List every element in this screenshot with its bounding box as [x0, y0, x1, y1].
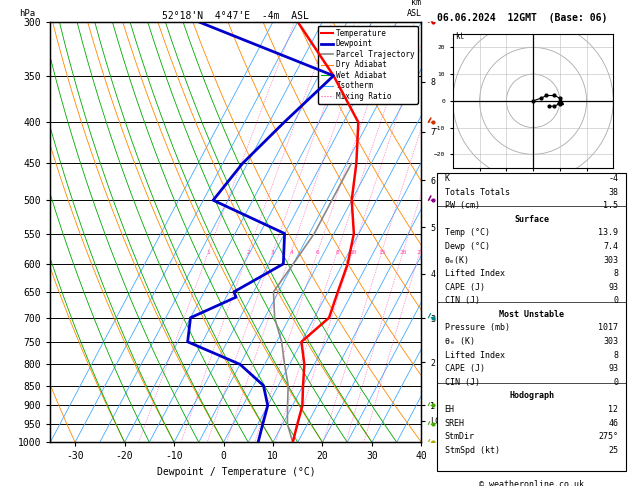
Text: 8: 8	[613, 350, 618, 360]
Text: CIN (J): CIN (J)	[445, 296, 480, 305]
Text: kt: kt	[455, 33, 465, 41]
Text: CAPE (J): CAPE (J)	[445, 283, 485, 292]
Text: 12: 12	[608, 405, 618, 414]
Text: Lifted Index: Lifted Index	[445, 350, 504, 360]
Text: © weatheronline.co.uk: © weatheronline.co.uk	[479, 480, 584, 486]
Text: hPa: hPa	[19, 9, 35, 17]
Text: CAPE (J): CAPE (J)	[445, 364, 485, 373]
Text: Hodograph: Hodograph	[509, 391, 554, 400]
Text: 7.4: 7.4	[603, 242, 618, 251]
Text: 1017: 1017	[598, 324, 618, 332]
Text: Pressure (mb): Pressure (mb)	[445, 324, 509, 332]
Text: 06.06.2024  12GMT  (Base: 06): 06.06.2024 12GMT (Base: 06)	[437, 13, 608, 23]
Text: EH: EH	[445, 405, 455, 414]
Text: 0: 0	[613, 296, 618, 305]
Text: 4: 4	[289, 249, 293, 255]
Text: 8: 8	[335, 249, 339, 255]
Text: θₑ(K): θₑ(K)	[445, 256, 470, 264]
Text: CIN (J): CIN (J)	[445, 378, 480, 387]
Text: Surface: Surface	[514, 215, 549, 224]
Text: 10: 10	[349, 249, 357, 255]
Text: StmDir: StmDir	[445, 432, 475, 441]
Text: Totals Totals: Totals Totals	[445, 188, 509, 197]
Text: Dewp (°C): Dewp (°C)	[445, 242, 490, 251]
Text: 6: 6	[316, 249, 320, 255]
Text: Most Unstable: Most Unstable	[499, 310, 564, 319]
Text: 13.9: 13.9	[598, 228, 618, 237]
Text: 303: 303	[603, 256, 618, 264]
Text: Lifted Index: Lifted Index	[445, 269, 504, 278]
Text: SREH: SREH	[445, 418, 465, 428]
Text: 93: 93	[608, 364, 618, 373]
Text: 1.5: 1.5	[603, 201, 618, 210]
Text: StmSpd (kt): StmSpd (kt)	[445, 446, 499, 455]
Text: 15: 15	[378, 249, 386, 255]
Text: 2: 2	[247, 249, 250, 255]
Text: 275°: 275°	[598, 432, 618, 441]
Text: θₑ (K): θₑ (K)	[445, 337, 475, 346]
Text: K: K	[445, 174, 450, 183]
X-axis label: Dewpoint / Temperature (°C): Dewpoint / Temperature (°C)	[157, 467, 315, 477]
Text: 20: 20	[399, 249, 407, 255]
Text: 1: 1	[206, 249, 210, 255]
Text: Temp (°C): Temp (°C)	[445, 228, 490, 237]
Text: -4: -4	[608, 174, 618, 183]
Text: 38: 38	[608, 188, 618, 197]
Text: 25: 25	[416, 249, 423, 255]
Text: 46: 46	[608, 418, 618, 428]
Text: 93: 93	[608, 283, 618, 292]
Legend: Temperature, Dewpoint, Parcel Trajectory, Dry Adiabat, Wet Adiabat, Isotherm, Mi: Temperature, Dewpoint, Parcel Trajectory…	[318, 26, 418, 104]
Text: 303: 303	[603, 337, 618, 346]
Title: 52°18'N  4°47'E  -4m  ASL: 52°18'N 4°47'E -4m ASL	[162, 11, 309, 21]
Text: 3: 3	[271, 249, 275, 255]
Text: 8: 8	[613, 269, 618, 278]
Text: PW (cm): PW (cm)	[445, 201, 480, 210]
Text: km
ASL: km ASL	[406, 0, 421, 17]
Text: 25: 25	[608, 446, 618, 455]
Text: 0: 0	[613, 378, 618, 387]
